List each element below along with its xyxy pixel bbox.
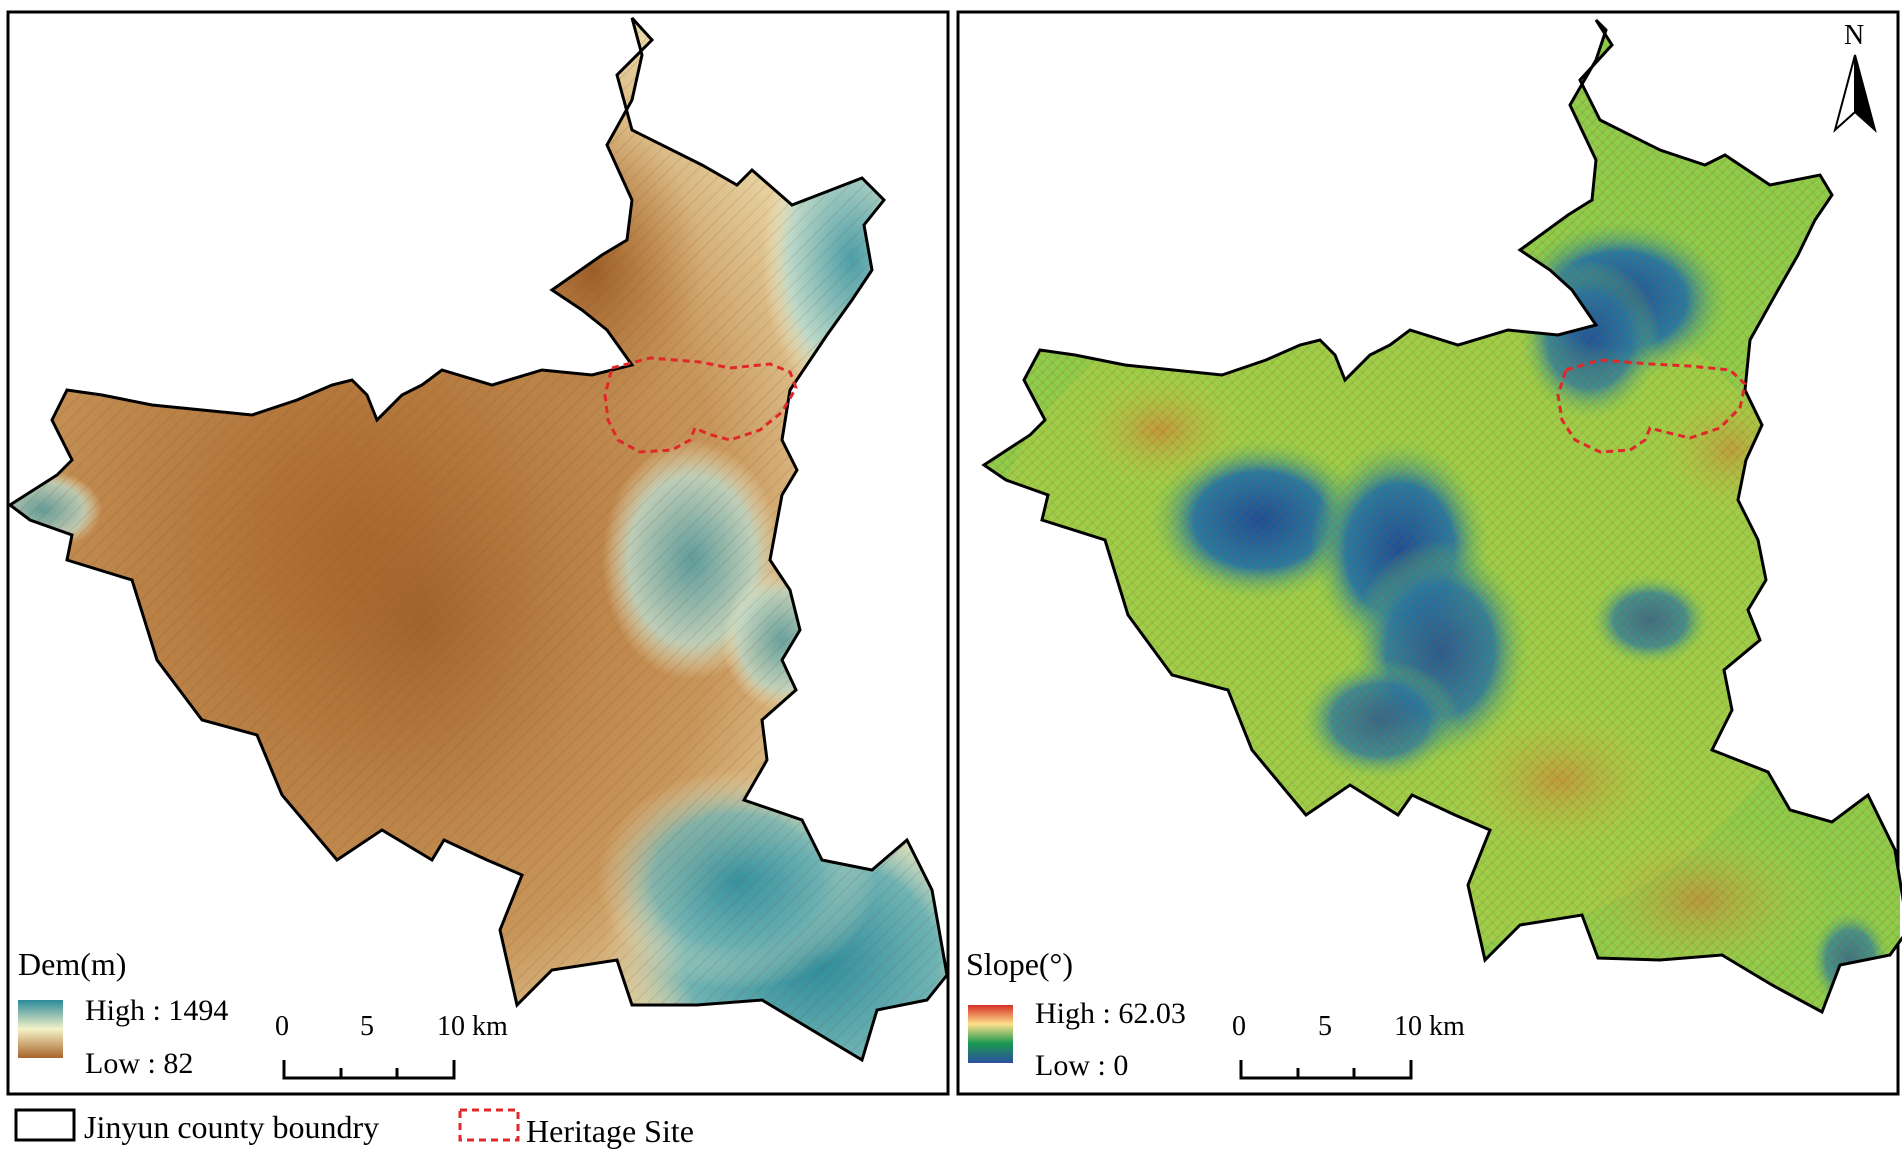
north-arrow: N: [1833, 20, 1877, 133]
dem-low-label: Low : 82: [85, 1047, 193, 1080]
boundary-legend-item: Jinyun county boundry: [14, 1108, 379, 1145]
scale-bar-right: 0 5 10 km: [1232, 1011, 1465, 1080]
north-label: N: [1844, 20, 1864, 51]
slope-high-label: High : 62.03: [1035, 997, 1186, 1030]
dem-high-label: High : 1494: [85, 994, 228, 1027]
scale-tick-10: 10 km: [437, 1011, 508, 1042]
boundary-swatch: [14, 1108, 76, 1142]
scale-tick-5-right: 5: [1318, 1011, 1332, 1042]
heritage-swatch: [458, 1108, 520, 1142]
scale-bar-left: 0 5 10 km: [275, 1011, 508, 1080]
heritage-site-left: [603, 356, 798, 454]
slope-color-ramp: [968, 1005, 1013, 1063]
boundary-legend-label: Jinyun county boundry: [84, 1109, 379, 1145]
dem-color-ramp: [18, 1000, 63, 1058]
heritage-legend-item: Heritage Site: [458, 1108, 694, 1149]
scale-tick-5: 5: [360, 1011, 374, 1042]
scale-tick-0-right: 0: [1232, 1011, 1246, 1042]
heritage-legend-label: Heritage Site: [526, 1113, 694, 1149]
scale-tick-0: 0: [275, 1011, 289, 1042]
scale-tick-10-right: 10 km: [1394, 1011, 1465, 1042]
slope-legend-title: Slope(°): [966, 946, 1073, 982]
slope-low-label: Low : 0: [1035, 1049, 1128, 1082]
dem-legend-title: Dem(m): [18, 946, 126, 982]
